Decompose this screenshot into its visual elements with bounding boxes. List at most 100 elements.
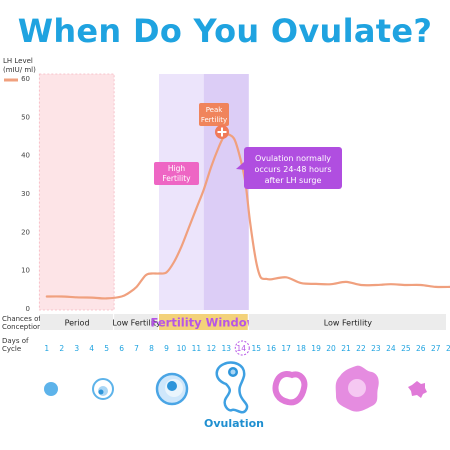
svg-text:14: 14 xyxy=(237,344,247,353)
day-label: 26 xyxy=(416,344,426,353)
day-label: 17 xyxy=(281,344,291,353)
svg-text:11: 11 xyxy=(192,344,202,353)
high-fertility-label-line1: High xyxy=(168,164,185,173)
regressing-corpus-icon xyxy=(408,381,427,398)
conception-segment-label: Period xyxy=(65,319,90,328)
mature-follicle-icon xyxy=(155,372,189,406)
peak-marker-icon xyxy=(215,125,229,139)
svg-text:8: 8 xyxy=(149,344,154,353)
band-period-border xyxy=(38,73,115,311)
conception-row-title-line1: Chances of xyxy=(2,315,41,323)
day-label: 6 xyxy=(119,344,124,353)
svg-text:10: 10 xyxy=(177,344,187,353)
svg-text:18: 18 xyxy=(296,344,306,353)
day-label: 19 xyxy=(311,344,321,353)
svg-text:20: 20 xyxy=(326,344,336,353)
day-label: 22 xyxy=(356,344,366,353)
peak-fertility-label: Peak Fertility xyxy=(199,103,229,126)
day-label: 28 xyxy=(446,344,450,353)
high-fertility-label-line2: Fertility xyxy=(162,174,191,183)
svg-text:16: 16 xyxy=(266,344,276,353)
y-tick-label: 50 xyxy=(21,113,30,121)
svg-text:25: 25 xyxy=(401,344,411,353)
y-tick-label: 0 xyxy=(26,305,30,313)
peak-fertility-label-line1: Peak xyxy=(206,106,224,114)
conception-segment: Low Fertility xyxy=(248,314,446,330)
day-label: 9 xyxy=(164,344,169,353)
days-row: 1 2 3 4 5 6 7 8 9 10 11 12 13 14 15 16 17 18 19 20 21 22 23 24 2… xyxy=(44,340,450,356)
svg-text:13: 13 xyxy=(222,344,232,353)
svg-text:17: 17 xyxy=(281,344,291,353)
day-label: 27 xyxy=(431,344,441,353)
day-label: 7 xyxy=(134,344,139,353)
svg-text:21: 21 xyxy=(341,344,351,353)
day-label: 16 xyxy=(266,344,276,353)
ovulation-note-line3: after LH surge xyxy=(265,176,322,185)
day-label: 12 xyxy=(207,344,217,353)
small-egg-icon xyxy=(44,382,58,396)
day-label: 23 xyxy=(371,344,381,353)
day-label: 11 xyxy=(192,344,202,353)
peak-fertility-label-line2: Fertility xyxy=(201,116,227,124)
svg-text:5: 5 xyxy=(104,344,109,353)
y-tick-label: 40 xyxy=(21,152,30,160)
ovulation-note-line2: occurs 24-48 hours xyxy=(254,165,331,174)
svg-text:24: 24 xyxy=(386,344,396,353)
day-label: 2 xyxy=(59,344,64,353)
svg-text:4: 4 xyxy=(89,344,94,353)
svg-text:7: 7 xyxy=(134,344,139,353)
day-label: 4 xyxy=(89,344,94,353)
svg-text:2: 2 xyxy=(59,344,64,353)
day-label: 20 xyxy=(326,344,336,353)
conception-row-title-line2: Conception xyxy=(2,323,42,331)
high-fertility-label: High Fertility xyxy=(154,162,199,185)
svg-text:6: 6 xyxy=(119,344,124,353)
ovulation-note: Ovulation normally occurs 24-48 hours af… xyxy=(236,147,342,189)
y-axis-title-line1: LH Level xyxy=(3,57,33,65)
y-tick-label: 20 xyxy=(21,228,30,236)
svg-text:28: 28 xyxy=(446,344,450,353)
y-tick-label: 30 xyxy=(21,190,30,198)
day-label: 3 xyxy=(74,344,79,353)
svg-text:12: 12 xyxy=(207,344,217,353)
conception-segment: Period xyxy=(40,314,114,330)
day-label: 25 xyxy=(401,344,411,353)
band-period xyxy=(39,74,115,310)
y-axis-title: LH Level (mIU/ ml) xyxy=(3,57,36,74)
large-corpus-luteum-icon xyxy=(335,365,379,412)
svg-text:23: 23 xyxy=(371,344,381,353)
day-label: 21 xyxy=(341,344,351,353)
day-label: 1 xyxy=(44,344,49,353)
page-title: When Do You Ovulate? xyxy=(17,12,433,50)
corpus-luteum-icon xyxy=(272,371,308,406)
day-label: 18 xyxy=(296,344,306,353)
conception-segment-label: Fertility Window xyxy=(150,316,257,330)
day-label: 13 xyxy=(222,344,232,353)
day-label: 5 xyxy=(104,344,109,353)
y-tick-label: 60 xyxy=(21,75,30,83)
svg-text:1: 1 xyxy=(44,344,49,353)
svg-text:15: 15 xyxy=(251,344,261,353)
day-label: 14 xyxy=(234,340,250,356)
svg-text:22: 22 xyxy=(356,344,366,353)
svg-text:19: 19 xyxy=(311,344,321,353)
conception-segment-label: Low Fertility xyxy=(112,319,161,328)
y-axis-ticks: 0 10 20 30 40 50 60 xyxy=(21,75,30,313)
svg-text:9: 9 xyxy=(164,344,169,353)
growing-follicle-icon xyxy=(92,378,114,400)
svg-text:3: 3 xyxy=(74,344,79,353)
conception-row-title: Chances of Conception xyxy=(2,315,42,331)
conception-segment: Fertility Window xyxy=(150,314,258,330)
ovulation-label: Ovulation xyxy=(204,417,264,430)
svg-text:26: 26 xyxy=(416,344,426,353)
y-tick-label: 10 xyxy=(21,267,30,275)
conception-segment: Low Fertility xyxy=(112,314,161,330)
day-label: 24 xyxy=(386,344,396,353)
day-label: 15 xyxy=(251,344,261,353)
day-label: 10 xyxy=(177,344,187,353)
ovulation-follicle-icon xyxy=(215,361,249,414)
ovulation-day-marker xyxy=(234,340,250,356)
day-label: 8 xyxy=(149,344,154,353)
